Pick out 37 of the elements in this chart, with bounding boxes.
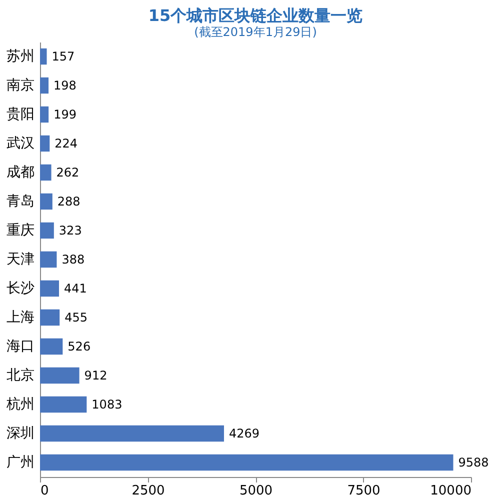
y-tick-label: 重庆 bbox=[6, 222, 34, 238]
y-tick-label: 贵阳 bbox=[6, 106, 34, 122]
data-label: 199 bbox=[54, 108, 76, 122]
data-label: 224 bbox=[54, 136, 78, 150]
x-tick-label: 7500 bbox=[347, 484, 380, 498]
data-label: 4269 bbox=[228, 426, 260, 440]
chart-subtitle: (截至2019年1月29日) bbox=[194, 25, 317, 39]
data-label: 388 bbox=[62, 252, 85, 266]
y-tick-label: 长沙 bbox=[6, 280, 34, 296]
data-label: 912 bbox=[84, 368, 108, 382]
y-tick-label: 广州 bbox=[6, 454, 34, 470]
y-tick-label: 武汉 bbox=[6, 136, 34, 152]
data-label: 288 bbox=[57, 194, 80, 208]
data-label: 1083 bbox=[92, 398, 122, 412]
x-tick-label: 10000 bbox=[430, 484, 472, 498]
y-tick-label: 杭州 bbox=[6, 396, 34, 412]
data-label: 262 bbox=[56, 166, 80, 180]
y-tick-label: 上海 bbox=[6, 310, 34, 326]
y-tick-label: 成都 bbox=[6, 164, 34, 180]
data-label: 441 bbox=[64, 282, 87, 296]
x-tick-label: 0 bbox=[40, 484, 49, 498]
y-tick-label: 北京 bbox=[6, 368, 34, 384]
y-tick-label: 天津 bbox=[6, 252, 34, 268]
data-label: 455 bbox=[64, 310, 88, 324]
y-tick-label: 青岛 bbox=[6, 194, 34, 210]
data-label: 198 bbox=[54, 78, 76, 92]
data-label: 157 bbox=[52, 50, 75, 64]
y-tick-label: 深圳 bbox=[6, 426, 34, 442]
data-label: 9588 bbox=[458, 456, 489, 470]
chart-title: 15个城市区块链企业数量一览 bbox=[148, 6, 363, 25]
data-label: 323 bbox=[58, 224, 82, 238]
y-tick-label: 南京 bbox=[6, 78, 34, 94]
x-tick-label: 5000 bbox=[239, 484, 273, 498]
x-tick-label: 2500 bbox=[132, 484, 165, 498]
y-tick-label: 苏州 bbox=[6, 48, 34, 64]
data-label: 526 bbox=[68, 340, 91, 354]
y-tick-label: 海口 bbox=[6, 338, 34, 354]
